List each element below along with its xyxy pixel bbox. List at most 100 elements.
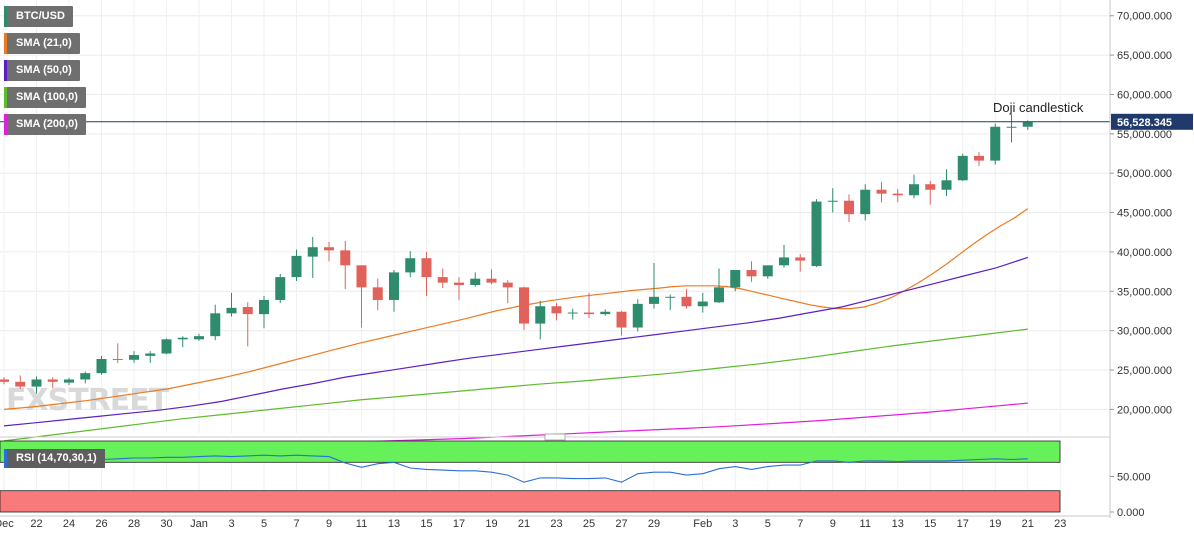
- x-tick-label: 24: [63, 518, 75, 530]
- y-tick-label: 40,000.000: [1117, 247, 1172, 259]
- rsi-overbought-zone: [0, 440, 1061, 463]
- legend-swatch: [4, 87, 7, 108]
- candle-body: [795, 257, 806, 261]
- candle-body: [275, 277, 286, 300]
- candle-body: [827, 200, 838, 202]
- price-line: 56,528.345: [0, 113, 1193, 130]
- candle-body: [502, 282, 513, 288]
- x-tick-label: Feb: [693, 518, 712, 530]
- x-tick-label: 23: [550, 518, 562, 530]
- candle-body: [681, 296, 692, 307]
- x-tick-label: 21: [518, 518, 530, 530]
- candle-body: [145, 353, 156, 356]
- candle-body: [47, 379, 58, 382]
- candle-body: [324, 247, 334, 251]
- candle-body: [31, 379, 42, 387]
- candle-body: [64, 379, 74, 383]
- y-tick-label: 45,000.000: [1117, 208, 1172, 220]
- candle-body: [909, 184, 919, 196]
- y-tick-label: 30,000.000: [1117, 326, 1172, 338]
- x-tick-label: 28: [128, 518, 140, 530]
- x-tick-label: 13: [892, 518, 904, 530]
- x-tick-label: 29: [648, 518, 660, 530]
- legend-sma50[interactable]: SMA (50,0): [4, 60, 80, 81]
- candle-body: [210, 313, 221, 337]
- legend-swatch: [4, 60, 7, 81]
- candle-body: [96, 358, 107, 374]
- x-tick-label: 30: [160, 518, 172, 530]
- candle-body: [372, 287, 383, 300]
- legend-sma100[interactable]: SMA (100,0): [4, 87, 86, 108]
- candle-body: [567, 312, 578, 314]
- y-axis: 20,000.000 25,000.000 30,000.000 35,000.000…: [1109, 0, 1172, 518]
- candle-body: [714, 287, 724, 303]
- candle-body: [876, 189, 887, 194]
- candle-body: [925, 184, 936, 190]
- candle-body: [665, 296, 676, 298]
- candle-body: [177, 337, 188, 340]
- x-tick-label: 23: [1054, 518, 1066, 530]
- candle-body: [486, 278, 497, 283]
- y-tick-label: 50,000.000: [1117, 168, 1172, 180]
- candle-body: [632, 303, 643, 328]
- candle-body: [80, 373, 91, 380]
- legend-rsi[interactable]: RSI (14,70,30,1): [4, 449, 105, 468]
- x-axis: Dec 22 24 26 28 30 Jan 3 5 7 9 11 13 15 17 19 21 23 25 27 29…: [0, 515, 1110, 530]
- candle-body: [990, 126, 1001, 161]
- candle-body: [892, 193, 903, 196]
- candle-body: [405, 258, 416, 273]
- legend-swatch: [4, 114, 7, 135]
- candle-body: [0, 379, 9, 382]
- x-tick-label: 3: [228, 518, 234, 530]
- x-tick-label: 7: [797, 518, 803, 530]
- candle-body: [129, 355, 139, 360]
- x-tick-label: 26: [95, 518, 107, 530]
- x-tick-label: 11: [860, 518, 871, 530]
- candle-body: [389, 272, 399, 300]
- x-tick-label: 15: [924, 518, 936, 530]
- candle-body: [340, 250, 351, 266]
- candle-body: [779, 257, 789, 266]
- x-tick-label: 27: [615, 518, 627, 530]
- x-tick-label: 17: [453, 518, 465, 530]
- candle-body: [1022, 122, 1033, 127]
- x-tick-label: 25: [583, 518, 595, 530]
- resize-handle: [544, 433, 566, 441]
- x-tick-label: 11: [356, 518, 367, 530]
- last-price-box: [1111, 113, 1193, 130]
- candle-body: [437, 277, 448, 283]
- x-tick-label: 7: [293, 518, 299, 530]
- candles: [0, 114, 1033, 394]
- x-tick-label: 3: [732, 518, 738, 530]
- legend-label: BTC/USD: [16, 10, 65, 22]
- candle-body: [649, 296, 659, 304]
- legend-btcusd[interactable]: BTC/USD: [4, 6, 73, 27]
- rsi-panel: 50.000 0.000: [0, 433, 1151, 519]
- x-tick-label: Dec: [0, 518, 14, 530]
- rsi-oversold-zone: [0, 490, 1061, 513]
- legend-swatch: [4, 6, 7, 27]
- y-tick-label: 65,000.000: [1117, 50, 1172, 62]
- candle-body: [957, 155, 968, 181]
- legend-label: SMA (200,0): [16, 118, 78, 130]
- candle-body: [259, 299, 269, 315]
- candle-body: [600, 311, 611, 315]
- legend-sma200[interactable]: SMA (200,0): [4, 114, 86, 135]
- x-tick-label: Jan: [190, 518, 208, 530]
- candle-body: [941, 180, 952, 190]
- y-tick-label: 60,000.000: [1117, 89, 1172, 101]
- x-tick-label: 5: [261, 518, 267, 530]
- candle-body: [112, 358, 123, 360]
- legend-sma21[interactable]: SMA (21,0): [4, 33, 80, 54]
- candle-body: [356, 265, 367, 288]
- x-tick-label: 15: [420, 518, 432, 530]
- candle-body: [811, 201, 822, 267]
- x-tick-label: 19: [989, 518, 1001, 530]
- candle-body: [470, 278, 481, 285]
- x-tick-label: 19: [485, 518, 497, 530]
- y-tick-label: 25,000.000: [1117, 365, 1172, 377]
- candle-body: [697, 301, 708, 307]
- sma21-line: [3, 208, 1029, 410]
- candle-body: [291, 255, 302, 278]
